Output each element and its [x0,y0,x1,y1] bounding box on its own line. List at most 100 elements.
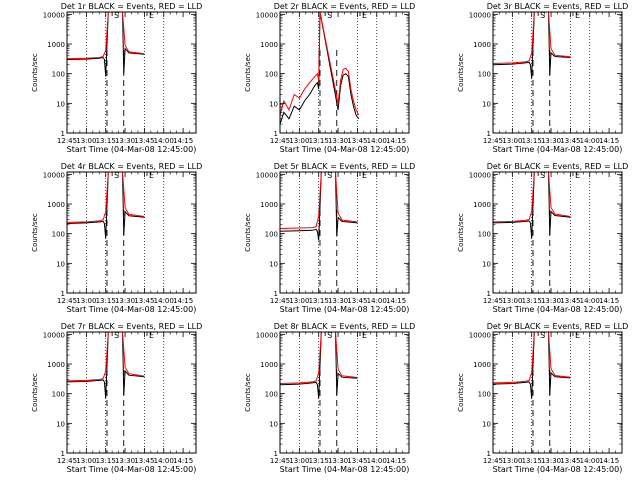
marker-label: E [149,331,154,340]
x-tick-label: 13:45 [560,297,580,305]
x-axis-label: Start Time (04-Mar-08 12:45:00) [67,305,197,314]
x-tick-label: 14:15 [386,137,406,145]
x-tick-label: 13:00 [289,297,309,305]
y-tick-label: 1000 [473,201,491,209]
y-axis-label: Counts/sec [457,53,465,92]
x-tick-label: 13:15 [522,297,542,305]
x-tick-label: 13:00 [289,457,309,465]
marker-label: E [362,11,367,20]
x-tick-label: 13:45 [347,137,367,145]
y-tick-label: 10000 [469,11,491,19]
x-tick-label: 14:00 [367,297,387,305]
x-tick-label: 13:15 [522,137,542,145]
y-axis-label: Counts/sec [31,53,39,92]
y-tick-label: 10 [482,420,491,428]
x-axis-label: Start Time (04-Mar-08 12:45:00) [67,465,197,474]
x-tick-label: 14:00 [154,297,174,305]
x-tick-label: 13:45 [134,457,154,465]
series-line-lld [280,332,358,384]
series-line-events [493,332,571,399]
marker-label: E [362,331,367,340]
series-line-events [67,172,145,239]
x-tick-label: 14:00 [580,297,600,305]
x-axis-label: Start Time (04-Mar-08 12:45:00) [280,465,410,474]
x-tick-label: 13:00 [76,137,96,145]
y-tick-label: 1 [274,130,278,138]
x-tick-label: 13:30 [115,137,135,145]
y-tick-label: 100 [265,391,278,399]
x-tick-label: 13:15 [96,297,116,305]
x-tick-label: 13:00 [76,297,96,305]
y-tick-label: 10000 [43,171,65,179]
series-line-lld [493,12,571,64]
y-tick-label: 10 [56,260,65,268]
y-tick-label: 100 [52,231,65,239]
series-line-lld [493,332,571,384]
x-tick-label: 13:00 [502,297,522,305]
y-tick-label: 1000 [260,201,278,209]
y-tick-label: 10000 [43,331,65,339]
marker-label: E [575,11,580,20]
y-tick-label: 100 [478,71,491,79]
x-tick-label: 13:15 [522,457,542,465]
x-tick-label: 12:45 [270,137,290,145]
x-tick-label: 13:00 [289,137,309,145]
x-tick-label: 13:45 [347,297,367,305]
y-tick-label: 10000 [256,331,278,339]
y-tick-label: 10 [269,420,278,428]
y-tick-label: 1000 [260,361,278,369]
marker-label: E [149,171,154,180]
x-tick-label: 14:15 [386,457,406,465]
marker-label: E [362,171,367,180]
y-tick-label: 10000 [256,11,278,19]
y-axis-label: Counts/sec [457,213,465,252]
x-tick-label: 12:45 [483,297,503,305]
x-tick-label: 12:45 [270,297,290,305]
marker-label: S [327,331,332,340]
x-tick-label: 13:30 [541,457,561,465]
chart-title: Det 2r BLACK = Events, RED = LLD [274,2,416,11]
x-tick-label: 12:45 [483,457,503,465]
chart-title: Det 8r BLACK = Events, RED = LLD [274,322,416,331]
x-axis-label: Start Time (04-Mar-08 12:45:00) [280,145,410,154]
x-axis-label: Start Time (04-Mar-08 12:45:00) [493,305,623,314]
series-line-events [280,172,358,241]
y-tick-label: 1000 [47,201,65,209]
marker-label: S [114,11,119,20]
y-tick-label: 100 [52,71,65,79]
x-tick-label: 12:45 [57,297,77,305]
x-axis-label: Start Time (04-Mar-08 12:45:00) [493,465,623,474]
x-tick-label: 13:30 [328,297,348,305]
x-tick-label: 12:45 [57,137,77,145]
x-axis-label: Start Time (04-Mar-08 12:45:00) [280,305,410,314]
x-tick-label: 14:00 [367,457,387,465]
x-axis-label: Start Time (04-Mar-08 12:45:00) [493,145,623,154]
x-tick-label: 13:00 [502,457,522,465]
series-line-events [67,12,145,77]
series-line-lld [493,172,571,223]
y-tick-label: 10 [269,100,278,108]
x-axis-label: Start Time (04-Mar-08 12:45:00) [67,145,197,154]
y-axis-label: Counts/sec [244,213,252,252]
x-tick-label: 14:15 [599,457,619,465]
x-tick-label: 13:30 [115,297,135,305]
series-line-lld [67,172,145,223]
y-tick-label: 10000 [469,331,491,339]
x-tick-label: 13:30 [328,137,348,145]
y-axis-label: Counts/sec [31,373,39,412]
chart-title: Det 6r BLACK = Events, RED = LLD [487,162,629,171]
y-tick-label: 1 [61,450,65,458]
y-tick-label: 10000 [256,171,278,179]
marker-label: S [540,11,545,20]
y-tick-label: 1 [487,290,491,298]
y-tick-label: 10 [56,100,65,108]
x-tick-label: 12:45 [270,457,290,465]
series-line-lld [67,332,145,382]
x-tick-label: 13:45 [134,297,154,305]
x-tick-label: 13:45 [134,137,154,145]
marker-label: S [327,11,332,20]
